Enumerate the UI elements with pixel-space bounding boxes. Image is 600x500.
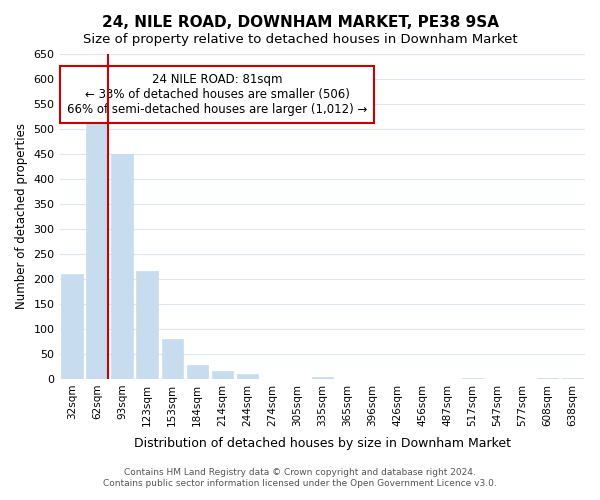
Text: 24, NILE ROAD, DOWNHAM MARKET, PE38 9SA: 24, NILE ROAD, DOWNHAM MARKET, PE38 9SA	[101, 15, 499, 30]
Bar	[161, 339, 183, 379]
X-axis label: Distribution of detached houses by size in Downham Market: Distribution of detached houses by size …	[134, 437, 511, 450]
Bar	[86, 114, 108, 379]
Y-axis label: Number of detached properties: Number of detached properties	[15, 124, 28, 310]
Bar	[212, 372, 233, 379]
Text: Contains HM Land Registry data © Crown copyright and database right 2024.
Contai: Contains HM Land Registry data © Crown c…	[103, 468, 497, 487]
Bar	[236, 374, 258, 379]
Bar	[61, 274, 83, 379]
Bar	[537, 378, 558, 379]
Bar	[311, 378, 333, 379]
Bar	[112, 154, 133, 379]
Text: 24 NILE ROAD: 81sqm
← 33% of detached houses are smaller (506)
66% of semi-detac: 24 NILE ROAD: 81sqm ← 33% of detached ho…	[67, 73, 367, 116]
Bar	[187, 365, 208, 379]
Text: Size of property relative to detached houses in Downham Market: Size of property relative to detached ho…	[83, 32, 517, 46]
Bar	[136, 272, 158, 379]
